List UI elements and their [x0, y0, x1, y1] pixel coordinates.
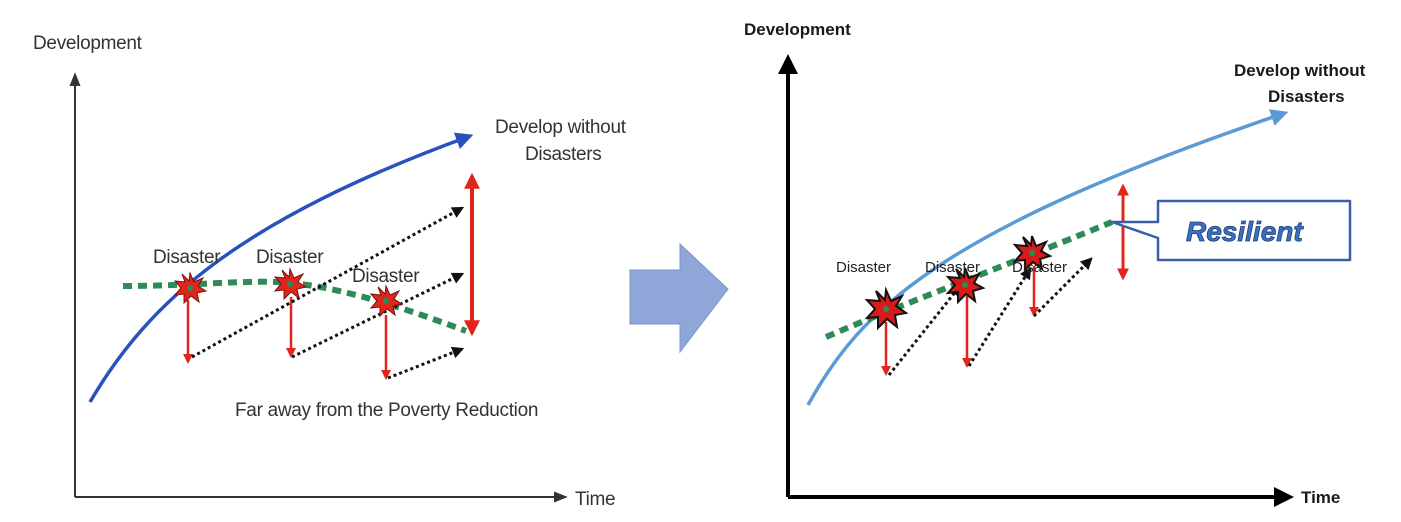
right-disaster-label-2: Disaster: [925, 259, 980, 276]
transition-arrow: [629, 242, 729, 354]
left-recovery-arrow-2: [291, 272, 465, 359]
right-disaster-label-3: Disaster: [1012, 259, 1067, 276]
right-y-axis-label: Development: [744, 20, 851, 39]
left-disaster-burst-1: [173, 271, 208, 305]
right-ideal-label-line1: Develop without: [1234, 61, 1366, 80]
right-diagram: Development Time Develop without Disaste…: [744, 20, 1366, 507]
left-ideal-label-line2: Disasters: [525, 144, 601, 165]
left-ideal-curve: [88, 132, 474, 403]
left-disaster-label-3: Disaster: [352, 266, 420, 287]
left-x-axis-label: Time: [575, 489, 615, 510]
right-recovery-arrow-2: [967, 266, 1032, 367]
left-disaster-burst-3: [369, 284, 404, 318]
resilient-callout-box: [1110, 199, 1352, 262]
left-y-axis-label: Development: [33, 33, 143, 54]
left-disaster-burst-2: [273, 267, 308, 301]
right-disaster-label-1: Disaster: [836, 259, 891, 276]
right-ideal-curve: [806, 109, 1289, 406]
right-x-axis-label: Time: [1301, 488, 1340, 507]
right-ideal-label-line2: Disasters: [1268, 87, 1345, 106]
right-recovery-arrow-1: [887, 284, 962, 376]
left-disaster-label-2: Disaster: [256, 247, 324, 268]
resilient-callout: Resilient: [1110, 199, 1352, 262]
resilient-callout-label: Resilient: [1186, 216, 1304, 247]
right-disaster-burst-1: [864, 286, 909, 331]
left-ideal-label-line1: Develop without: [495, 117, 627, 138]
right-recovery-arrow-3: [1032, 257, 1093, 318]
left-disaster-label-1: Disaster: [153, 247, 221, 268]
left-diagram: Development Time Develop without Disaste…: [33, 33, 627, 510]
left-caption: Far away from the Poverty Reduction: [235, 400, 538, 421]
right-disaster-burst-2: [945, 267, 986, 305]
left-recovery-arrow-3: [387, 346, 465, 380]
right-disaster-burst-3: [1012, 235, 1053, 273]
